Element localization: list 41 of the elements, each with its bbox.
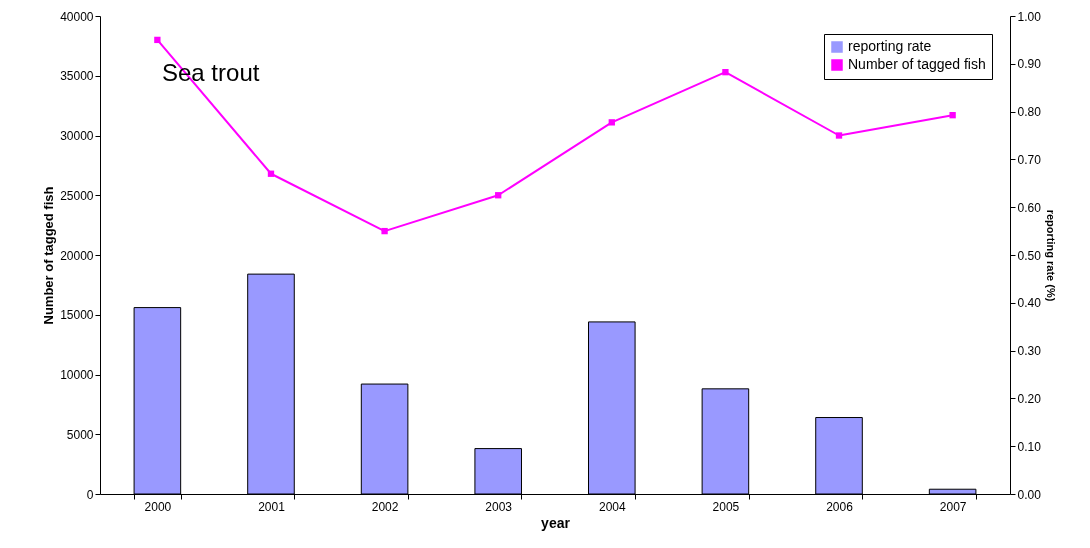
point bbox=[154, 36, 161, 44]
y2-tick-label: 0.10 bbox=[1017, 439, 1042, 454]
x-tick-label: 2004 bbox=[598, 499, 626, 514]
y-tick-label: 0 bbox=[86, 487, 94, 502]
x-tick-label: 2001 bbox=[258, 499, 286, 514]
x-tick-label: 2002 bbox=[371, 499, 399, 514]
x-tick-label: 2006 bbox=[826, 499, 854, 514]
point bbox=[608, 119, 615, 126]
x-tick-label: 2003 bbox=[485, 499, 513, 514]
y-tick-label: 15000 bbox=[60, 308, 94, 323]
y-tick-label: 40000 bbox=[60, 9, 94, 24]
y2-tick-label: 1.00 bbox=[1017, 9, 1042, 24]
y2-axis-title: reporting rate (%) bbox=[1044, 209, 1057, 302]
y-tick-label: 35000 bbox=[60, 69, 94, 84]
y-tick-label: 5000 bbox=[66, 427, 94, 442]
y-tick-label: 10000 bbox=[60, 368, 94, 382]
legend-label: Number of tagged fish bbox=[848, 56, 986, 72]
y-tick-label: 30000 bbox=[60, 129, 94, 143]
y-tick-label: 20000 bbox=[60, 248, 94, 263]
legend-label: reporting rate bbox=[848, 38, 932, 54]
y-tick-label: 25000 bbox=[60, 188, 94, 203]
point bbox=[949, 112, 956, 119]
y-axis-title: Number of tagged fish bbox=[41, 186, 57, 325]
y2-tick-label: 0.40 bbox=[1017, 296, 1042, 311]
point bbox=[267, 170, 275, 177]
y2-tick-label: 0.90 bbox=[1017, 57, 1042, 72]
y2-tick-label: 0.80 bbox=[1017, 105, 1042, 120]
y2-tick-label: 0.50 bbox=[1017, 248, 1042, 263]
x-tick-label: 2000 bbox=[144, 499, 172, 514]
y2-tick-label: 0.30 bbox=[1017, 344, 1042, 359]
x-tick-label: 2005 bbox=[712, 499, 740, 514]
point bbox=[835, 132, 843, 139]
point bbox=[495, 192, 502, 199]
y2-tick-label: 0.20 bbox=[1017, 391, 1042, 406]
y2-tick-label: 0.60 bbox=[1017, 200, 1042, 215]
y2-tick-label: 0.00 bbox=[1017, 487, 1042, 502]
x-tick-label: 2007 bbox=[939, 499, 967, 514]
point bbox=[381, 227, 388, 235]
y2-tick-label: 0.70 bbox=[1017, 152, 1042, 167]
point bbox=[722, 69, 729, 76]
x-axis-title: year bbox=[541, 514, 571, 531]
